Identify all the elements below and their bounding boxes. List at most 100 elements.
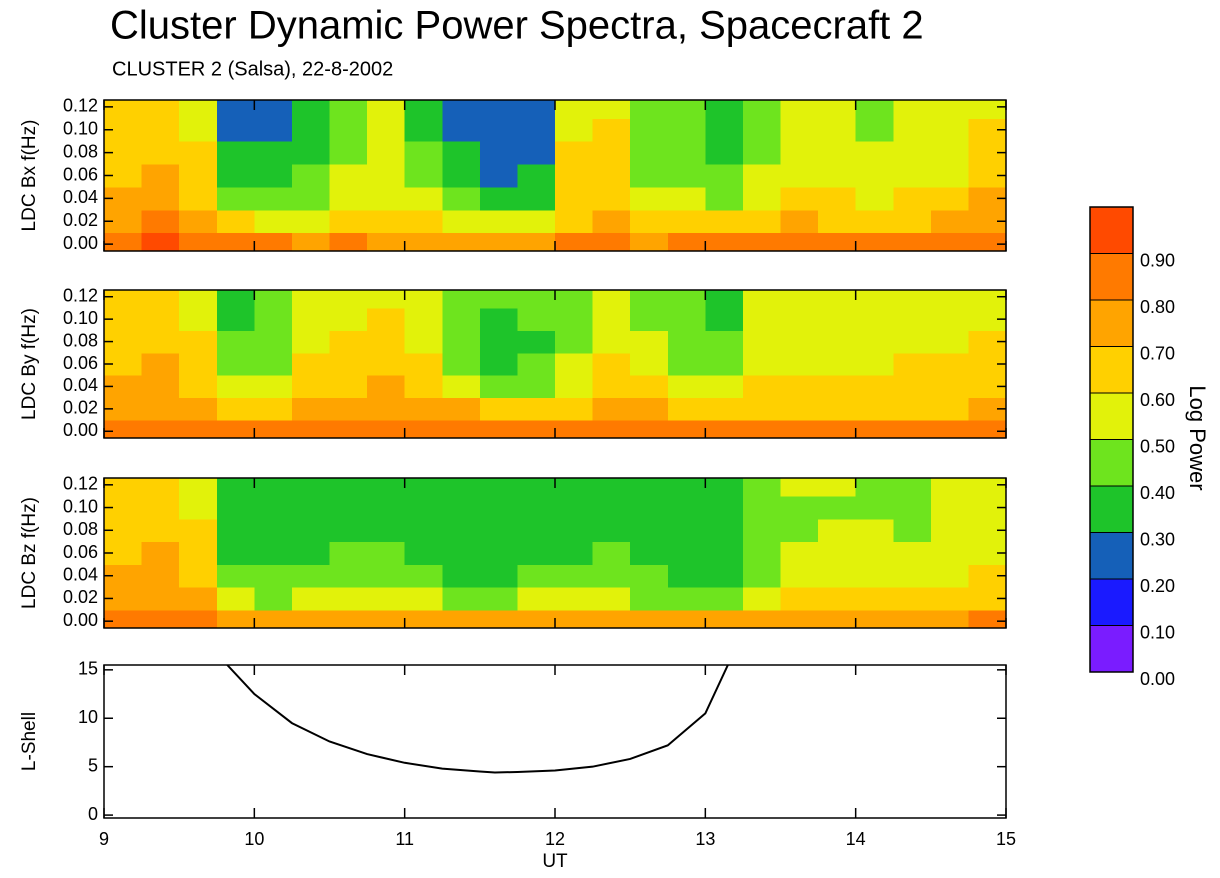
heatmap-cell xyxy=(930,307,969,331)
heatmap-cell xyxy=(329,564,368,588)
colorbar-band xyxy=(1089,532,1134,580)
heatmap-cell xyxy=(705,164,744,188)
heatmap-cell xyxy=(104,100,143,119)
heatmap-cell xyxy=(329,375,368,399)
heatmap-cell xyxy=(367,564,406,588)
y-tick-label: 10 xyxy=(78,707,98,727)
heatmap-cell xyxy=(517,141,556,165)
heatmap-cell xyxy=(968,100,1007,119)
heatmap-cell xyxy=(141,420,180,439)
heatmap-cell xyxy=(968,397,1007,421)
heatmap-cell xyxy=(442,541,481,565)
heatmap-cell xyxy=(404,118,443,142)
heatmap-cell xyxy=(555,209,594,234)
heatmap-cell xyxy=(141,232,180,252)
heatmap-cell xyxy=(705,375,744,399)
heatmap-cell xyxy=(179,375,218,399)
x-tick-label: 11 xyxy=(395,829,414,849)
heatmap-cell xyxy=(254,609,293,629)
heatmap-cell xyxy=(141,478,180,497)
heatmap-cell xyxy=(517,100,556,119)
heatmap-cell xyxy=(630,564,669,588)
y-tick-label: 0.12 xyxy=(63,285,98,305)
heatmap-cell xyxy=(104,609,143,629)
heatmap-cell xyxy=(479,186,518,211)
heatmap-cell xyxy=(780,307,819,331)
heatmap-cell xyxy=(179,609,218,629)
heatmap-cell xyxy=(254,352,293,376)
heatmap-cell xyxy=(141,330,180,354)
heatmap-cell xyxy=(930,118,969,142)
heatmap-cell xyxy=(442,118,481,142)
y-tick-label: 0.06 xyxy=(63,164,98,184)
heatmap-cell xyxy=(141,609,180,629)
heatmap-cell xyxy=(404,541,443,565)
heatmap-cell xyxy=(442,164,481,188)
heatmap-cell xyxy=(780,290,819,309)
heatmap-cell xyxy=(893,290,932,309)
heatmap-cell xyxy=(968,496,1007,520)
heatmap-cell xyxy=(667,609,706,629)
heatmap-cell xyxy=(630,118,669,142)
heatmap-cell xyxy=(968,141,1007,165)
y-tick-label: 0.10 xyxy=(63,496,98,516)
heatmap-cell xyxy=(930,496,969,520)
heatmap-cell xyxy=(968,609,1007,629)
heatmap-cell xyxy=(555,164,594,188)
heatmap-cell xyxy=(104,232,143,252)
heatmap-cell xyxy=(592,478,631,497)
heatmap-cell xyxy=(742,496,781,520)
heatmap-cell xyxy=(404,100,443,119)
heatmap-cell xyxy=(404,330,443,354)
heatmap-cell xyxy=(818,478,857,497)
heatmap-cell xyxy=(479,164,518,188)
x-tick-label: 10 xyxy=(244,829,264,849)
heatmap-cell xyxy=(216,209,255,234)
heatmap-cell xyxy=(104,587,143,611)
heatmap-cell xyxy=(818,330,857,354)
heatmap xyxy=(104,100,1007,252)
heatmap-cell xyxy=(592,100,631,119)
heatmap-cell xyxy=(667,209,706,234)
heatmap-cell xyxy=(442,420,481,439)
heatmap-cell xyxy=(893,186,932,211)
heatmap-cell xyxy=(329,352,368,376)
heatmap-cell xyxy=(291,290,330,309)
heatmap-cell xyxy=(404,352,443,376)
heatmap-cell xyxy=(630,478,669,497)
heatmap-cell xyxy=(254,478,293,497)
heatmap-cell xyxy=(141,100,180,119)
heatmap-cell xyxy=(254,420,293,439)
heatmap-cell xyxy=(705,352,744,376)
heatmap-cell xyxy=(705,518,744,543)
heatmap-cell xyxy=(555,541,594,565)
heatmap-cell xyxy=(404,186,443,211)
heatmap-cell xyxy=(141,164,180,188)
heatmap-cell xyxy=(780,352,819,376)
colorbar-frame xyxy=(1089,206,1134,673)
heatmap-cell xyxy=(104,330,143,354)
heatmap-cell xyxy=(780,375,819,399)
heatmap-cell xyxy=(329,541,368,565)
heatmap-cell xyxy=(104,164,143,188)
heatmap-cell xyxy=(216,164,255,188)
heatmap-cell xyxy=(893,118,932,142)
heatmap-cell xyxy=(216,420,255,439)
heatmap-cell xyxy=(968,232,1007,252)
heatmap-cell xyxy=(254,141,293,165)
heatmap xyxy=(104,290,1007,439)
heatmap-cell xyxy=(705,307,744,331)
heatmap-cell xyxy=(479,141,518,165)
heatmap-cell xyxy=(855,609,894,629)
heatmap-cell xyxy=(742,397,781,421)
heatmap-cell xyxy=(179,564,218,588)
heatmap-cell xyxy=(367,100,406,119)
heatmap-cell xyxy=(592,420,631,439)
chart-subtitle: CLUSTER 2 (Salsa), 22-8-2002 xyxy=(112,58,393,80)
heatmap-cell xyxy=(855,397,894,421)
heatmap-cell xyxy=(291,232,330,252)
heatmap-cell xyxy=(780,186,819,211)
y-tick-label: 0.10 xyxy=(63,118,98,138)
heatmap-cell xyxy=(104,397,143,421)
heatmap-cell xyxy=(855,587,894,611)
